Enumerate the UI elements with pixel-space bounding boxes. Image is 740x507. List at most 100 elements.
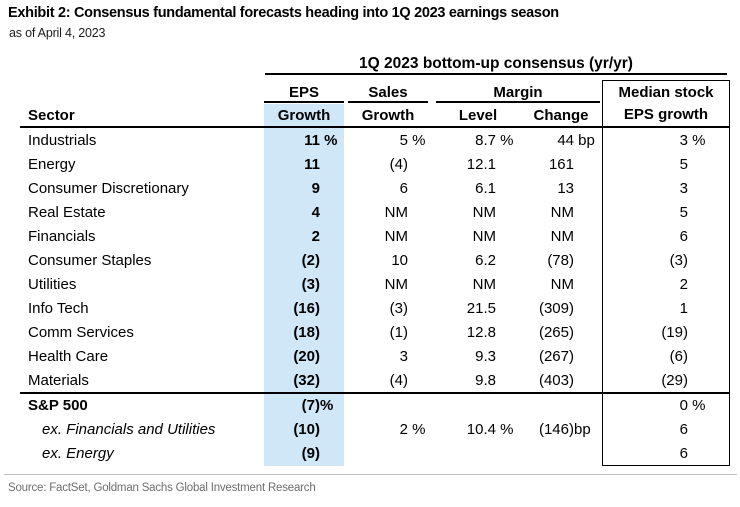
sales-value: NM [384, 204, 408, 221]
level-value: NM [472, 276, 496, 293]
sales-value: NM [384, 276, 408, 293]
sales-value: (1) [389, 324, 408, 341]
eps-value: (7)% [301, 397, 334, 414]
col-header-eps-growth: Growth [277, 107, 331, 124]
col-group-eps: EPS [288, 84, 319, 101]
table-row: Materials (32) (4) 9.8 (403) (29) [0, 369, 740, 393]
sales-value: (4) [389, 156, 408, 173]
change-value: (309) [538, 300, 574, 317]
change-value: (146) bp [538, 421, 591, 438]
median-value: (6) [669, 348, 688, 365]
sector-label: Utilities [28, 276, 77, 293]
level-value: 6.1 [475, 180, 496, 197]
median-value: 6 [679, 445, 688, 462]
level-value: 12.8 [466, 324, 496, 341]
footer-divider [4, 474, 737, 475]
table-row: Utilities (3) NM NM NM 2 [0, 273, 740, 297]
col-header-sector: Sector [28, 107, 75, 124]
sales-value: 2 % [399, 421, 426, 438]
eps-value: 9 [311, 180, 320, 197]
median-value: (3) [669, 252, 688, 269]
table-row: ex. Financials and Utilities (10) 2 % 10.4 … [0, 418, 740, 442]
change-value: (265) [538, 324, 574, 341]
sector-label: S&P 500 [28, 397, 88, 414]
median-value: 6 [679, 421, 688, 438]
median-value: 1 [679, 300, 688, 317]
level-value: 8.7 % [475, 132, 514, 149]
col-header-margin-level: Level [458, 107, 498, 124]
summary-rule [20, 392, 730, 394]
sector-label: Consumer Discretionary [28, 180, 189, 197]
change-value: NM [550, 204, 574, 221]
table-row: Industrials 11 % 5 % 8.7 % 44 bp 3 % [0, 129, 740, 153]
median-value: 5 [679, 156, 688, 173]
level-value: 10.4 % [466, 421, 514, 438]
eps-value: (18) [293, 324, 320, 341]
eps-value: (9) [301, 445, 320, 462]
sales-value: 5 % [399, 132, 426, 149]
table-row: Comm Services (18) (1) 12.8 (265) (19) [0, 321, 740, 345]
col-header-sales-growth: Growth [361, 107, 415, 124]
sector-label: Financials [28, 228, 96, 245]
median-value: 6 [679, 228, 688, 245]
table-row: Energy 11 (4) 12.1 161 5 [0, 153, 740, 177]
sector-label: Industrials [28, 132, 97, 149]
sector-label: Real Estate [28, 204, 106, 221]
col-group-sales: Sales [368, 84, 408, 101]
group-header-underline [265, 73, 727, 75]
eps-underline [264, 101, 344, 103]
sales-value: NM [384, 228, 408, 245]
sales-value: 3 [399, 348, 408, 365]
header-rule [20, 126, 730, 129]
eps-value: (3) [301, 276, 320, 293]
eps-value: (16) [293, 300, 320, 317]
table-group-header: 1Q 2023 bottom-up consensus (yr/yr) [359, 55, 633, 72]
table-row: Real Estate 4 NM NM NM 5 [0, 201, 740, 225]
margin-underline [436, 101, 600, 103]
sales-value: (4) [389, 372, 408, 389]
change-value: 13 [557, 180, 574, 197]
median-value: (29) [661, 372, 688, 389]
col-header-median-line2: EPS growth [623, 106, 709, 123]
eps-value: 4 [311, 204, 320, 221]
col-group-median-line1: Median stock [618, 84, 714, 101]
table-row: ex. Energy (9) 6 [0, 442, 740, 466]
eps-value: 2 [311, 228, 320, 245]
change-value: (78) [547, 252, 574, 269]
sector-label: Health Care [28, 348, 109, 365]
eps-value: 11 [304, 156, 320, 173]
level-value: 21.5 [466, 300, 496, 317]
change-value: (267) [538, 348, 574, 365]
level-value: NM [472, 204, 496, 221]
sales-value: 6 [399, 180, 408, 197]
eps-value: (2) [301, 252, 320, 269]
table-row: Financials 2 NM NM NM 6 [0, 225, 740, 249]
sector-label: Materials [28, 372, 89, 389]
col-group-margin: Margin [493, 84, 543, 101]
sales-underline [348, 101, 428, 103]
eps-value: (32) [293, 372, 320, 389]
median-value: 5 [679, 204, 688, 221]
sector-label: ex. Financials and Utilities [42, 421, 216, 438]
eps-growth-highlight [264, 104, 344, 466]
table-row: S&P 500 (7)% 0 % [0, 394, 740, 418]
sector-label: Energy [28, 156, 76, 173]
table-row: Consumer Discretionary 9 6 6.1 13 3 [0, 177, 740, 201]
exhibit-subtitle: as of April 4, 2023 [9, 26, 106, 40]
sales-value: (3) [389, 300, 408, 317]
source-note: Source: FactSet, Goldman Sachs Global In… [8, 482, 316, 494]
exhibit-title: Exhibit 2: Consensus fundamental forecas… [8, 5, 559, 21]
change-value: (403) [538, 372, 574, 389]
sector-label: Consumer Staples [28, 252, 152, 269]
table-row: Info Tech (16) (3) 21.5 (309) 1 [0, 297, 740, 321]
change-value: 161 [548, 156, 574, 173]
eps-value: (10) [293, 421, 320, 438]
table-row: Consumer Staples (2) 10 6.2 (78) (3) [0, 249, 740, 273]
median-box [602, 80, 730, 466]
median-value: 3 % [679, 132, 706, 149]
level-value: 12.1 [466, 156, 496, 173]
eps-value: 11 % [304, 132, 338, 149]
change-value: 44 bp [557, 132, 595, 149]
